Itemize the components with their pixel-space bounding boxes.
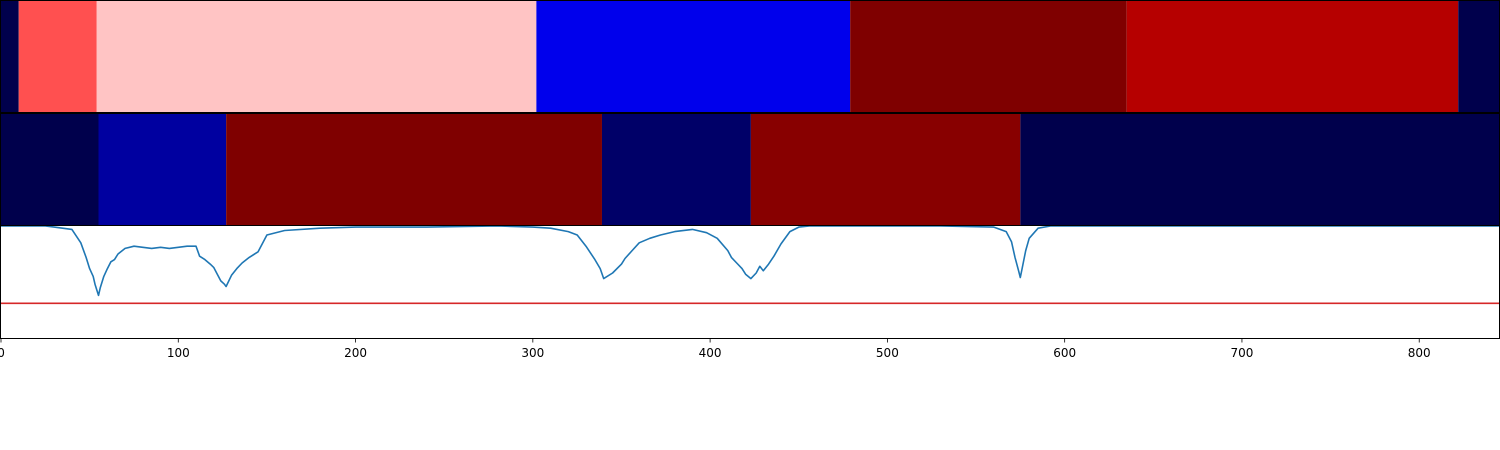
curve-panel — [1, 225, 1499, 305]
segment-3 — [601, 114, 751, 225]
x-tick-label: 500 — [876, 346, 899, 360]
x-tick-label: 200 — [344, 346, 367, 360]
x-tick-label: 100 — [167, 346, 190, 360]
x-axis: 0 100 200 300 400 500 600 700 800 — [0, 338, 1431, 360]
series-line — [1, 225, 1499, 297]
segment-2 — [226, 114, 602, 225]
segment-5 — [1126, 1, 1459, 112]
x-tick-label: 0 — [0, 346, 5, 360]
segment-3 — [536, 1, 851, 112]
middle-segment-panel — [1, 114, 1499, 225]
segment-1 — [98, 114, 227, 225]
segment-4 — [850, 1, 1127, 112]
segment-1 — [18, 1, 97, 112]
top-segment-panel — [1, 1, 1499, 112]
segment-4 — [750, 114, 1021, 225]
x-tick-label: 800 — [1408, 346, 1431, 360]
segment-0 — [1, 114, 99, 225]
x-tick-label: 600 — [1053, 346, 1076, 360]
segment-6 — [1458, 1, 1499, 112]
frame-bot — [0, 225, 1500, 339]
x-tick-label: 400 — [699, 346, 722, 360]
segment-0 — [1, 1, 19, 112]
x-tick-label: 300 — [521, 346, 544, 360]
x-tick-label: 700 — [1230, 346, 1253, 360]
segment-2 — [96, 1, 537, 112]
segment-5 — [1020, 114, 1499, 225]
